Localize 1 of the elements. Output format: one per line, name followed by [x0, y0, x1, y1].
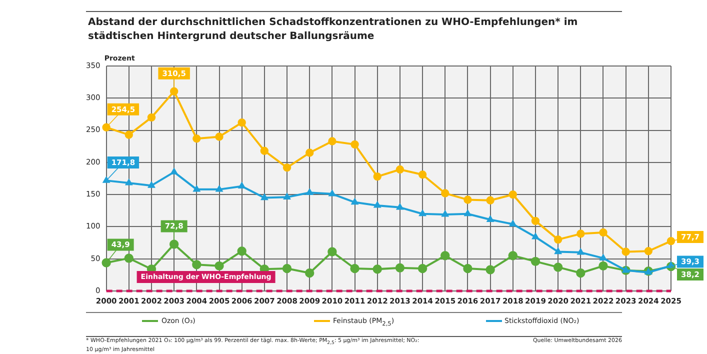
chart-title: Abstand der durchschnittlichen Schadstoffkonzentrationen zu WHO-Empfehlungen* im städtischen Hintergrund deutscher Ballungsräume — [88, 16, 579, 44]
